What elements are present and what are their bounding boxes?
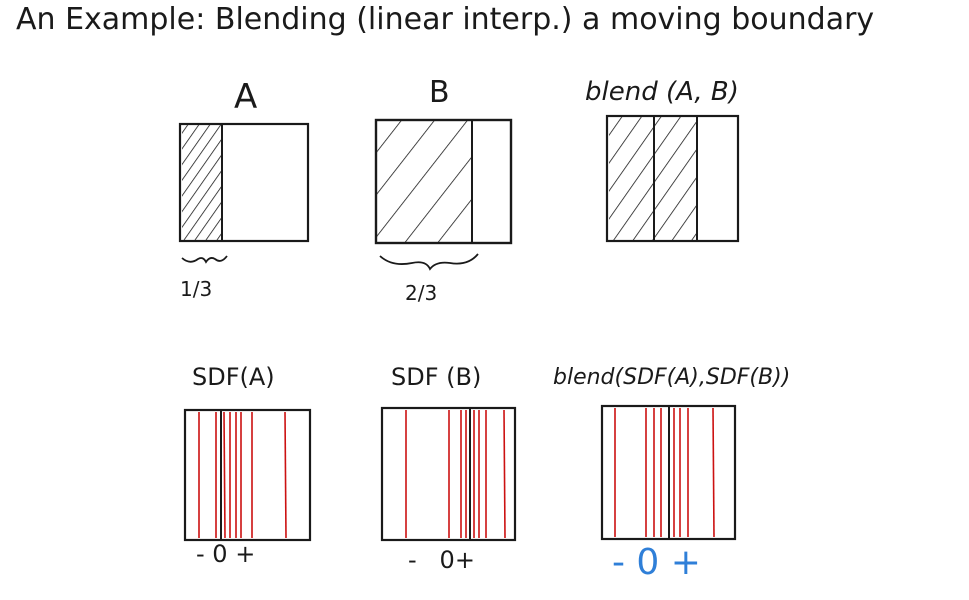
label-sdf-a: SDF(A) [192, 363, 275, 391]
box-b [374, 118, 513, 245]
box-a [178, 122, 310, 243]
signs-sdf-a: - 0 + [196, 540, 255, 568]
box-sdf-b [380, 406, 517, 542]
brace-a [181, 255, 228, 264]
brace-b [379, 253, 479, 271]
fraction-a: 1/3 [180, 277, 212, 301]
box-sdf-a [183, 408, 312, 542]
label-sdf-b: SDF (B) [391, 363, 481, 391]
box-blend [605, 114, 740, 243]
box-blend-sdf [600, 404, 737, 541]
signs-blend-sdf: - 0 + [612, 542, 701, 583]
fraction-b: 2/3 [405, 281, 437, 305]
label-b: B [429, 75, 450, 110]
slide-title: An Example: Blending (linear interp.) a … [16, 2, 875, 37]
label-blend: blend (A, B) [585, 77, 739, 107]
label-blend-sdf: blend(SDF(A),SDF(B)) [553, 365, 790, 390]
signs-sdf-b: - 0+ [408, 546, 475, 574]
label-a: A [234, 77, 257, 117]
